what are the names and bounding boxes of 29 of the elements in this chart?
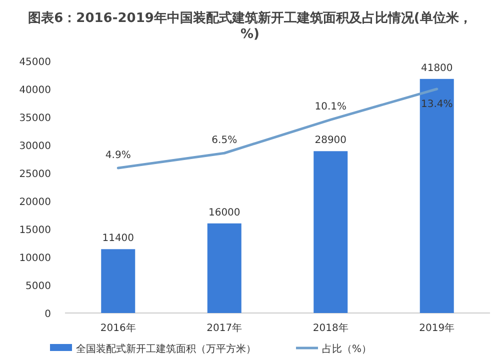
legend-label: 全国装配式新开工建筑面积（万平方米） xyxy=(76,343,256,355)
chart-title: 图表6：2016-2019年中国装配式建筑新开工建筑面积及占比情况(单位米，%) xyxy=(28,10,472,42)
y-tick-label: 5000 xyxy=(26,281,51,292)
data-label: 16000 xyxy=(208,207,240,218)
x-tick-label: 2019年 xyxy=(419,322,455,334)
data-label: 28900 xyxy=(314,135,347,146)
data-label: 6.5% xyxy=(212,135,238,146)
bar xyxy=(101,249,136,313)
y-tick-label: 10000 xyxy=(19,253,51,264)
y-tick-label: 15000 xyxy=(19,225,51,236)
y-tick-label: 40000 xyxy=(19,85,51,96)
data-label: 11400 xyxy=(102,233,134,244)
y-tick-label: 25000 xyxy=(19,169,51,180)
y-tick-label: 0 xyxy=(44,309,51,320)
data-label: 4.9% xyxy=(105,150,131,161)
bar xyxy=(314,151,348,313)
y-tick-label: 30000 xyxy=(19,141,51,152)
data-label: 41800 xyxy=(420,62,453,74)
bar xyxy=(207,223,242,313)
y-tick-label: 35000 xyxy=(19,113,51,124)
bar xyxy=(420,78,454,313)
data-label: 10.1% xyxy=(314,102,347,113)
y-tick-label: 45000 xyxy=(19,57,51,68)
x-tick-label: 2017年 xyxy=(206,322,242,334)
y-tick-label: 20000 xyxy=(19,197,51,208)
x-tick-label: 2018年 xyxy=(312,322,348,334)
data-label: 13.4% xyxy=(420,99,453,110)
legend-label: 占比（%） xyxy=(322,343,372,355)
x-tick-label: 2016年 xyxy=(100,322,136,334)
